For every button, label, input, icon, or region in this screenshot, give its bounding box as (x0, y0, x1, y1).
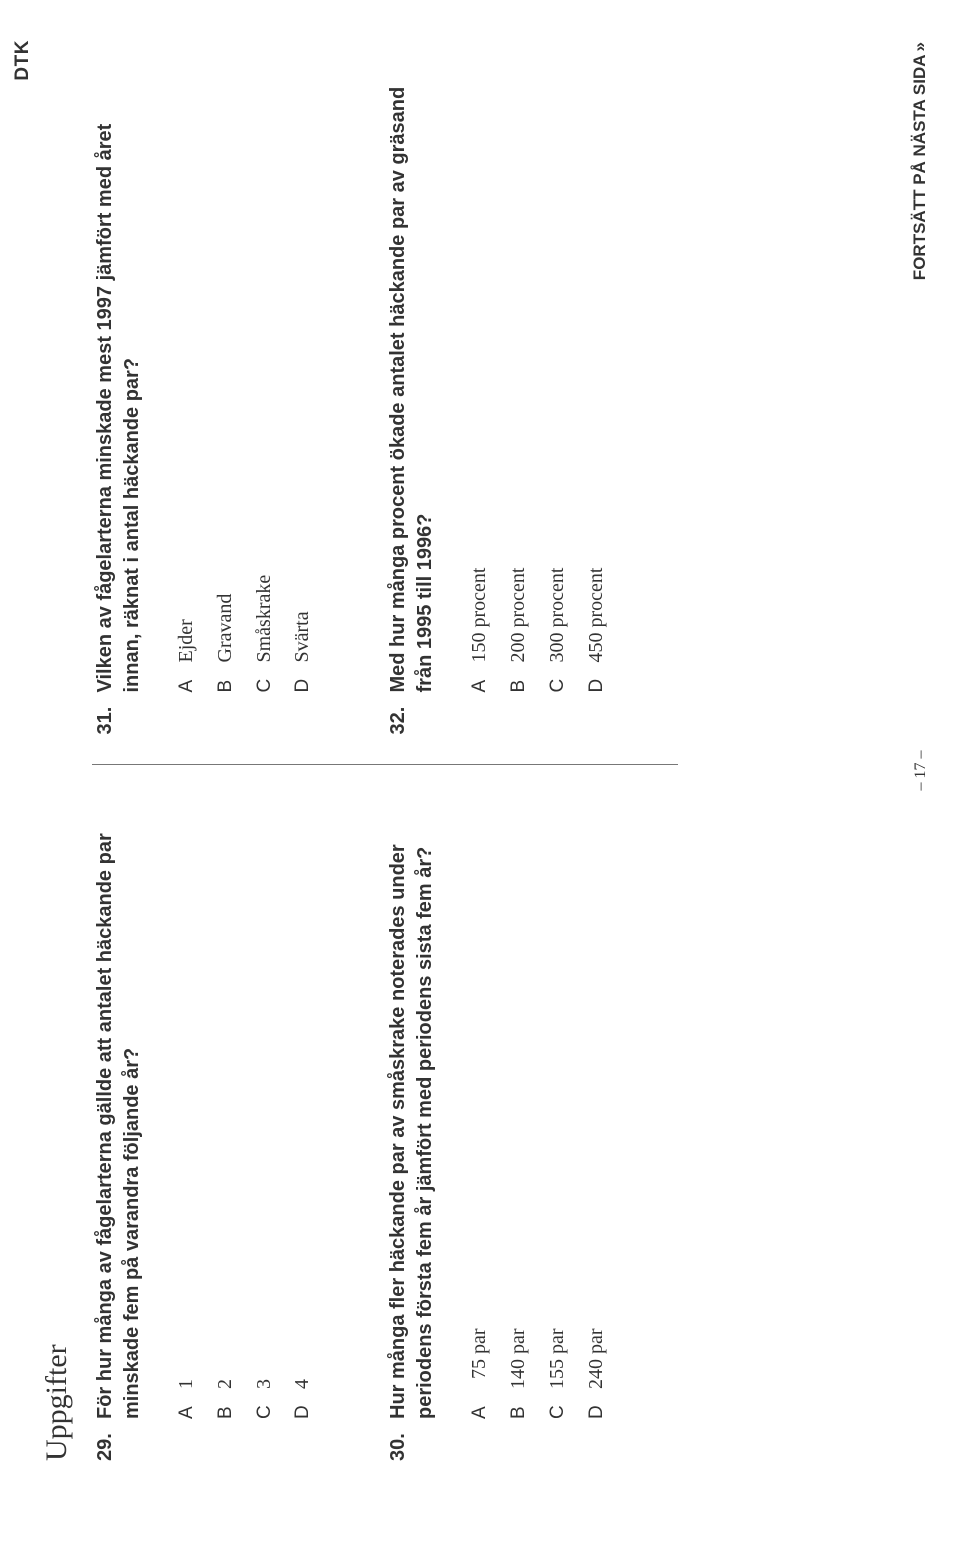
option-value: 3 (252, 796, 276, 1390)
column-right: 31. Vilken av fågelarterna minskade mest… (92, 70, 678, 766)
option-letter: D (292, 1389, 315, 1419)
question-31-options: A Ejder B Gravand C Småskrake D Svärta (174, 80, 315, 735)
question-number: 30. (385, 1419, 412, 1461)
page-sheet: DTK Uppgifter 29. För hur många av fågel… (0, 0, 960, 1541)
question-text: Med hur många procent ökade antalet häck… (385, 80, 439, 693)
continue-text: FORTSÄTT PÅ NÄSTA SIDA (910, 54, 929, 280)
option-letter: B (215, 1389, 238, 1419)
option-value: 240 par (584, 796, 608, 1390)
column-left: 29. För hur många av fågelarterna gällde… (92, 766, 678, 1462)
question-number: 31. (92, 693, 119, 735)
option-value: Gravand (213, 80, 237, 663)
question-29-options: A 1 B 2 C 3 D 4 (174, 796, 315, 1462)
option-value: 140 par (506, 796, 530, 1390)
option-value: 200 procent (506, 80, 530, 663)
option-value: 1 (174, 796, 198, 1390)
option-letter: A (469, 1389, 492, 1419)
option[interactable]: A 75 par (467, 796, 492, 1420)
option-value: Svärta (290, 80, 314, 663)
option[interactable]: D 450 procent (584, 80, 609, 693)
question-text: Vilken av fågelarterna minskade mest 199… (92, 80, 146, 693)
option[interactable]: C 3 (252, 796, 277, 1420)
option-letter: C (254, 663, 277, 693)
option[interactable]: B 2 (213, 796, 238, 1420)
option-letter: B (508, 1389, 531, 1419)
option-value: Ejder (174, 80, 198, 663)
option[interactable]: A 1 (174, 796, 199, 1420)
option-letter: A (469, 663, 492, 693)
option[interactable]: C 300 procent (545, 80, 570, 693)
question-32-options: A 150 procent B 200 procent C 300 procen… (467, 80, 608, 735)
option[interactable]: B 140 par (506, 796, 531, 1420)
question-number: 32. (385, 693, 412, 735)
option-value: 4 (290, 796, 314, 1390)
section-heading: Uppgifter (40, 70, 74, 1461)
option-value: 155 par (545, 796, 569, 1390)
question-number: 29. (92, 1419, 119, 1461)
option-value: 75 par (467, 796, 491, 1390)
option[interactable]: D 4 (290, 796, 315, 1420)
option-letter: A (176, 1389, 199, 1419)
option[interactable]: A 150 procent (467, 80, 492, 693)
option-value: 450 procent (584, 80, 608, 663)
continue-footer: FORTSÄTT PÅ NÄSTA SIDA » (910, 0, 930, 1541)
option-letter: C (547, 1389, 570, 1419)
option[interactable]: A Ejder (174, 80, 199, 693)
corner-label: DTK (12, 40, 34, 81)
question-31: 31. Vilken av fågelarterna minskade mest… (92, 80, 315, 735)
option-value: Småskrake (252, 80, 276, 663)
question-32: 32. Med hur många procent ökade antalet … (385, 80, 608, 735)
option[interactable]: B Gravand (213, 80, 238, 693)
option-letter: B (508, 663, 531, 693)
option-letter: B (215, 663, 238, 693)
columns: 29. För hur många av fågelarterna gällde… (92, 70, 678, 1461)
option[interactable]: C 155 par (545, 796, 570, 1420)
option-value: 150 procent (467, 80, 491, 663)
option[interactable]: D 240 par (584, 796, 609, 1420)
option-value: 2 (213, 796, 237, 1390)
option-letter: C (254, 1389, 277, 1419)
option[interactable]: B 200 procent (506, 80, 531, 693)
question-text: Hur många fler häckande par av småskrake… (385, 796, 439, 1420)
option-letter: D (586, 1389, 609, 1419)
option-letter: A (176, 663, 199, 693)
option-letter: D (586, 663, 609, 693)
option-value: 300 procent (545, 80, 569, 663)
option-letter: C (547, 663, 570, 693)
question-30: 30. Hur många fler häckande par av småsk… (385, 796, 608, 1462)
option[interactable]: D Svärta (290, 80, 315, 693)
question-30-options: A 75 par B 140 par C 155 par D 240 par (467, 796, 608, 1462)
option[interactable]: C Småskrake (252, 80, 277, 693)
option-letter: D (292, 663, 315, 693)
question-text: För hur många av fågelarterna gällde att… (92, 796, 146, 1420)
question-29: 29. För hur många av fågelarterna gällde… (92, 796, 315, 1462)
continue-arrows-icon: » (910, 45, 929, 51)
